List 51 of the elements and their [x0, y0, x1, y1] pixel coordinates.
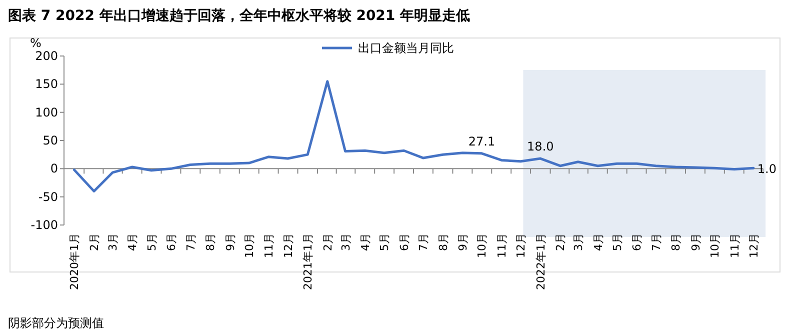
- x-tick-label: 8月: [670, 233, 683, 251]
- x-tick-label: 3月: [339, 233, 352, 251]
- x-tick-label: 11月: [496, 233, 509, 258]
- x-tick-label: 5月: [145, 233, 158, 251]
- data-label: 27.1: [468, 134, 496, 148]
- x-tick-label: 8月: [436, 233, 450, 251]
- x-tick-label: 12月: [747, 233, 760, 258]
- y-tick-label: -50: [38, 190, 58, 204]
- x-tick-label: 7月: [184, 233, 198, 251]
- x-tick-label: 2021年1月: [302, 233, 315, 290]
- x-tick-label: 6月: [165, 233, 178, 251]
- x-tick-label: 4月: [592, 233, 605, 251]
- data-label: 18.0: [527, 140, 554, 154]
- x-tick-label: 9月: [456, 233, 470, 251]
- x-tick-label: 10月: [242, 233, 256, 258]
- x-tick-label: 11月: [262, 233, 276, 258]
- x-tick-label: 10月: [708, 233, 722, 258]
- x-tick-label: 4月: [359, 233, 372, 251]
- x-tick-label: 9月: [689, 233, 702, 251]
- x-tick-label: 7月: [650, 233, 663, 251]
- y-tick-label: 200: [35, 49, 58, 63]
- x-tick-label: 12月: [514, 233, 528, 258]
- x-tick-label: 8月: [204, 233, 218, 251]
- legend-label: 出口金额当月同比: [358, 41, 454, 55]
- y-tick-label: 50: [42, 134, 58, 148]
- x-tick-label: 2月: [321, 233, 334, 251]
- line-series: [72, 80, 755, 192]
- y-tick-label: -100: [30, 218, 58, 232]
- y-tick-label: 0: [50, 162, 58, 176]
- data-label: 1.0: [757, 162, 777, 176]
- x-tick-label: 9月: [224, 233, 237, 251]
- x-tick-label: 3月: [572, 233, 586, 251]
- x-tick-label: 11月: [728, 233, 742, 258]
- x-tick-label: 2月: [88, 233, 101, 251]
- x-tick-label: 2020年1月: [68, 233, 82, 290]
- x-tick-label: 7月: [417, 233, 430, 251]
- x-tick-label: 6月: [398, 233, 411, 251]
- text: 阴影部分为预测值: [8, 316, 104, 330]
- x-tick-label: 12月: [282, 233, 295, 258]
- y-tick-label: 100: [35, 105, 58, 120]
- x-tick-label: 6月: [630, 233, 644, 251]
- x-tick-label: 4月: [126, 233, 140, 251]
- x-tick-label: 10月: [476, 233, 489, 258]
- x-tick-label: 5月: [378, 233, 392, 251]
- y-axis-title: %: [30, 36, 42, 50]
- y-tick-label: 150: [35, 77, 58, 92]
- x-tick-label: 2022年1月: [534, 233, 548, 290]
- chart-title: 图表 7 2022 年出口增速趋于回落，全年中枢水平将较 2021 年明显走低: [8, 8, 470, 24]
- x-tick-label: 2月: [554, 233, 568, 251]
- x-tick-label: 5月: [610, 233, 624, 251]
- x-tick-label: 3月: [106, 233, 120, 251]
